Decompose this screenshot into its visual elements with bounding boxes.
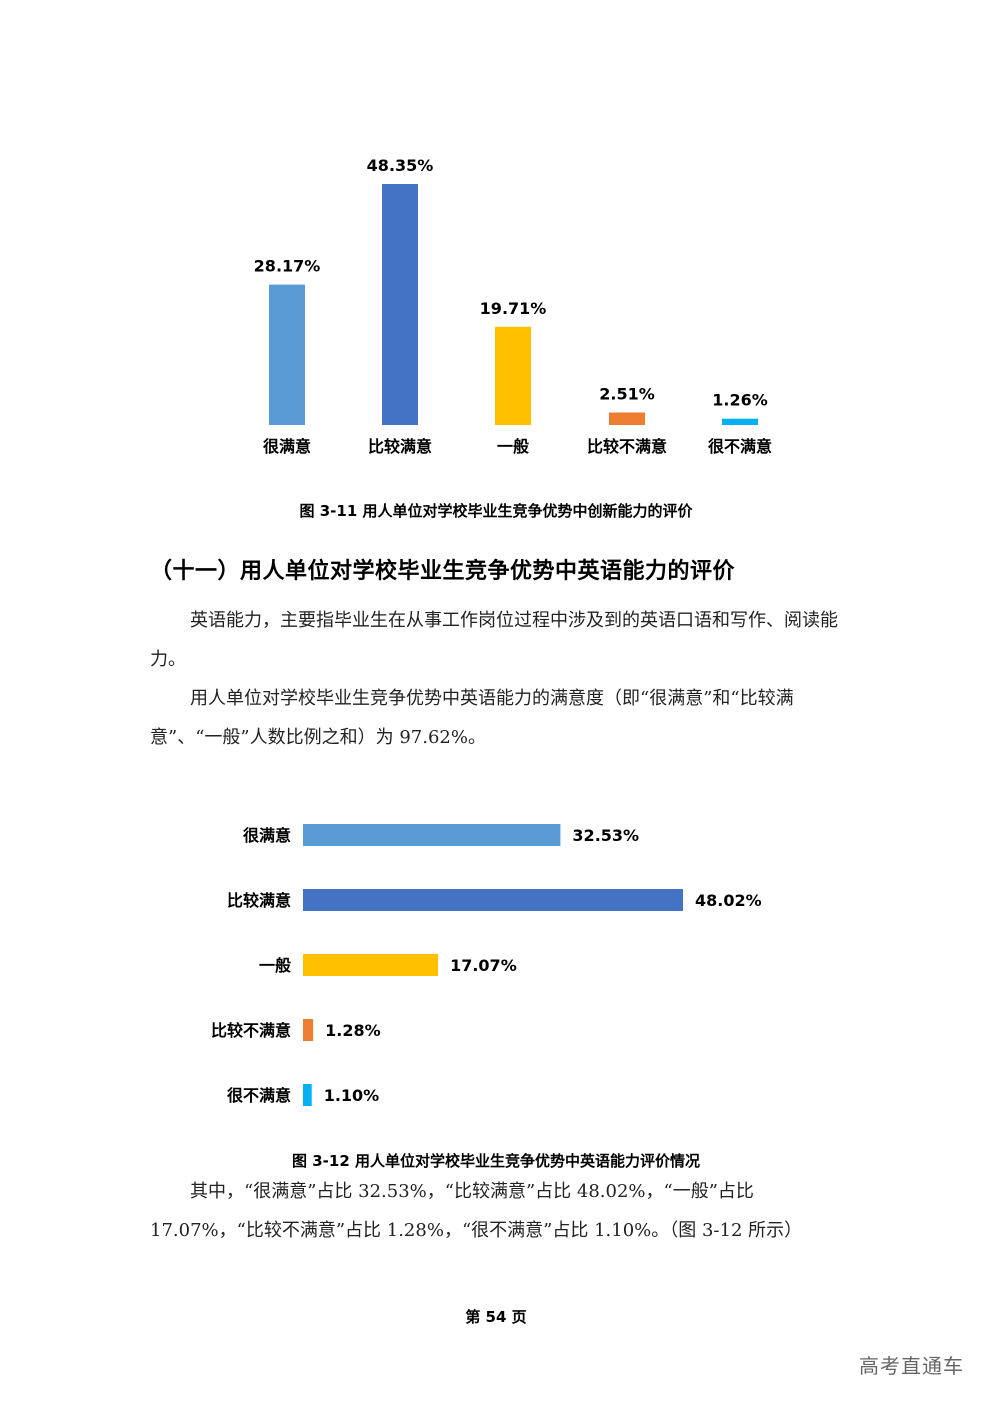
section-heading: （十一）用人单位对学校毕业生竞争优势中英语能力的评价 [150, 559, 736, 584]
horizontal-bar-chart-english: 32.53% 很满意 48.02% 比较满意 17.07% 一般 1.28% 比较不满意 1.1… [211, 824, 762, 1106]
watermark-logo: 高考直通车 [859, 1354, 964, 1378]
bar-value-label: 1.28% [325, 1021, 381, 1040]
category-label: 一般 [259, 956, 291, 975]
page-number: 第 54 页 [465, 1308, 527, 1326]
category-label: 很不满意 [227, 1086, 291, 1105]
bar-4 [609, 412, 645, 425]
bar-value-label: 48.35% [367, 156, 434, 175]
category-label: 很不满意 [708, 437, 772, 456]
bar-2 [303, 889, 683, 911]
paragraph-english-ability: 英语能力，主要指毕业生在从事工作岗位过程中涉及到的英语口语和写作、阅读能力。 [150, 610, 838, 670]
category-label: 比较满意 [227, 891, 291, 910]
vertical-bar-chart-innovation: 28.17% 很满意 48.35% 比较满意 19.71% 一般 2.51% 比较不满意 1.2… [254, 156, 772, 456]
bar-3 [495, 326, 531, 425]
category-label: 比较不满意 [587, 437, 667, 456]
bar-3 [303, 954, 439, 976]
category-label: 比较满意 [368, 437, 432, 456]
bar-value-label: 48.02% [695, 891, 762, 910]
paragraph-breakdown: 其中，“很满意”占比 32.53%，“比较满意”占比 48.02%，“一般”占比… [150, 1181, 803, 1241]
paragraph-satisfaction: 用人单位对学校毕业生竞争优势中英语能力的满意度（即“很满意”和“比较满意”、“一… [150, 688, 794, 748]
bar-value-label: 17.07% [450, 956, 517, 975]
bar-2 [382, 184, 418, 425]
bar-1 [269, 284, 305, 425]
category-label: 很满意 [243, 826, 291, 845]
figure-caption-3-11: 图 3-11 用人单位对学校毕业生竞争优势中创新能力的评价 [299, 502, 693, 520]
bar-value-label: 1.10% [324, 1086, 380, 1105]
bar-5 [303, 1084, 312, 1106]
bar-value-label: 2.51% [599, 384, 655, 403]
bar-1 [303, 824, 561, 846]
category-label: 很满意 [263, 437, 311, 456]
bar-value-label: 28.17% [254, 257, 321, 276]
category-label: 一般 [497, 437, 529, 456]
bar-value-label: 32.53% [572, 826, 639, 845]
bar-5 [722, 418, 758, 425]
figure-caption-3-12: 图 3-12 用人单位对学校毕业生竞争优势中英语能力评价情况 [292, 1152, 700, 1170]
category-label: 比较不满意 [211, 1021, 291, 1040]
bar-value-label: 19.71% [480, 299, 547, 318]
bar-value-label: 1.26% [712, 391, 768, 410]
bar-4 [303, 1019, 314, 1041]
